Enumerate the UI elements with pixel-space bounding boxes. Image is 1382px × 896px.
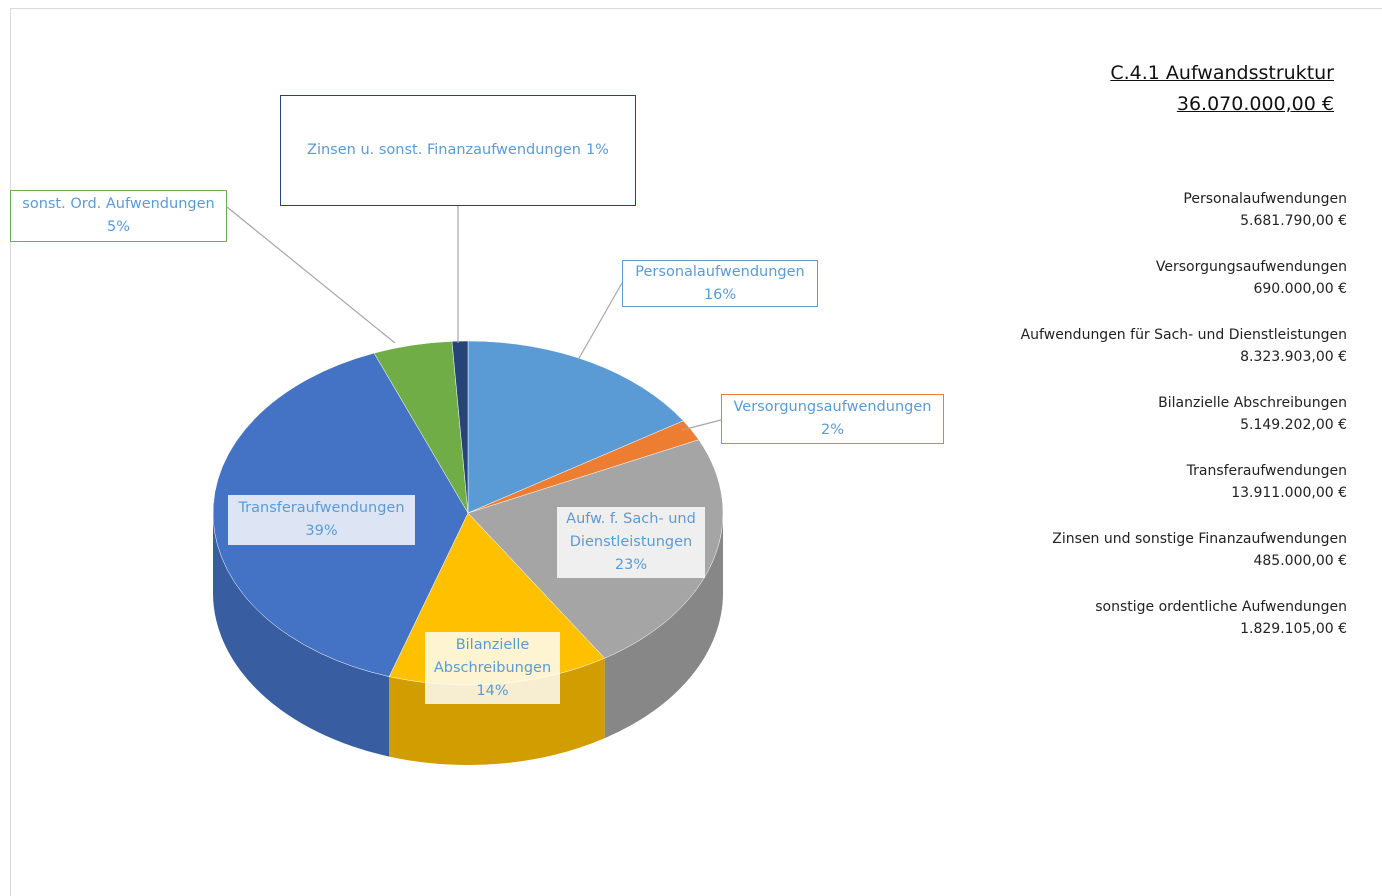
label-value: 14% bbox=[476, 682, 509, 699]
slice bbox=[451, 340, 469, 514]
amount-item: Versorgungsaufwendungen 690.000,00 € bbox=[1021, 256, 1347, 300]
amount-name: sonstige ordentliche Aufwendungen bbox=[1095, 599, 1347, 615]
amount-value: 5.681.790,00 € bbox=[1240, 213, 1347, 229]
label-value: 5% bbox=[106, 219, 130, 235]
leader-line bbox=[577, 282, 623, 361]
label-name: Transferaufwendungen bbox=[238, 500, 405, 516]
amount-value: 690.000,00 € bbox=[1253, 281, 1347, 297]
amount-list: Personalaufwendungen 5.681.790,00 € Versor… bbox=[1021, 188, 1347, 664]
leader-line bbox=[681, 419, 722, 431]
amount-item: Personalaufwendungen 5.681.790,00 € bbox=[1021, 188, 1347, 232]
data-label: Personalaufwendungen 16% bbox=[622, 260, 818, 307]
amount-name: Transferaufwendungen bbox=[1186, 463, 1347, 479]
label-value: 1% bbox=[585, 142, 609, 158]
header: C.4.1 Aufwandsstruktur 36.070.000,00 € bbox=[1110, 58, 1334, 120]
label-name: Zinsen u. sonst. Finanzaufwendungen bbox=[307, 142, 581, 158]
data-label: Versorgungsaufwendungen 2% bbox=[721, 394, 944, 444]
label-name: Versorgungsaufwendungen bbox=[733, 399, 932, 415]
label-value: 39% bbox=[305, 523, 338, 539]
data-label: Zinsen u. sonst. Finanzaufwendungen 1% bbox=[280, 95, 636, 206]
amount-item: sonstige ordentliche Aufwendungen 1.829.1… bbox=[1021, 596, 1347, 640]
amount-name: Zinsen und sonstige Finanzaufwendungen bbox=[1052, 531, 1347, 547]
amount-name: Aufwendungen für Sach- und Dienstleistun… bbox=[1020, 327, 1347, 343]
amount-item: Aufwendungen für Sach- und Dienstleistun… bbox=[1021, 324, 1347, 368]
amount-name: Versorgungsaufwendungen bbox=[1155, 259, 1347, 275]
amount-value: 8.323.903,00 € bbox=[1240, 349, 1347, 365]
slice-side bbox=[213, 513, 390, 757]
slice bbox=[467, 340, 684, 514]
data-label: Transferaufwendungen 39% bbox=[228, 495, 415, 545]
leader-line bbox=[226, 206, 396, 344]
amount-value: 13.911.000,00 € bbox=[1231, 485, 1347, 501]
data-label: Aufw. f. Sach- und Dienstleistungen 23% bbox=[557, 507, 705, 578]
amount-value: 5.149.202,00 € bbox=[1240, 417, 1347, 433]
amount-value: 485.000,00 € bbox=[1253, 553, 1347, 569]
label-value: 16% bbox=[703, 286, 737, 303]
chart-subtitle: 36.070.000,00 € bbox=[1176, 93, 1334, 115]
label-name: Personalaufwendungen bbox=[635, 263, 805, 280]
label-name: Bilanzielle Abschreibungen bbox=[433, 636, 552, 676]
chart-title: C.4.1 Aufwandsstruktur bbox=[1110, 62, 1334, 84]
data-label: sonst. Ord. Aufwendungen 5% bbox=[10, 190, 227, 242]
data-label: Bilanzielle Abschreibungen 14% bbox=[425, 632, 560, 704]
label-name: sonst. Ord. Aufwendungen bbox=[22, 196, 215, 212]
slice-side bbox=[604, 513, 723, 739]
amount-name: Personalaufwendungen bbox=[1183, 191, 1347, 207]
label-value: 23% bbox=[614, 557, 648, 573]
amount-item: Transferaufwendungen 13.911.000,00 € bbox=[1021, 460, 1347, 504]
amount-name: Bilanzielle Abschreibungen bbox=[1158, 395, 1347, 411]
label-name: Aufw. f. Sach- und Dienstleistungen bbox=[566, 511, 696, 550]
label-value: 2% bbox=[820, 422, 844, 438]
amount-value: 1.829.105,00 € bbox=[1240, 621, 1347, 637]
amount-item: Zinsen und sonstige Finanzaufwendungen 48… bbox=[1021, 528, 1347, 572]
frame bbox=[10, 8, 1382, 896]
amount-item: Bilanzielle Abschreibungen 5.149.202,00 € bbox=[1021, 392, 1347, 436]
